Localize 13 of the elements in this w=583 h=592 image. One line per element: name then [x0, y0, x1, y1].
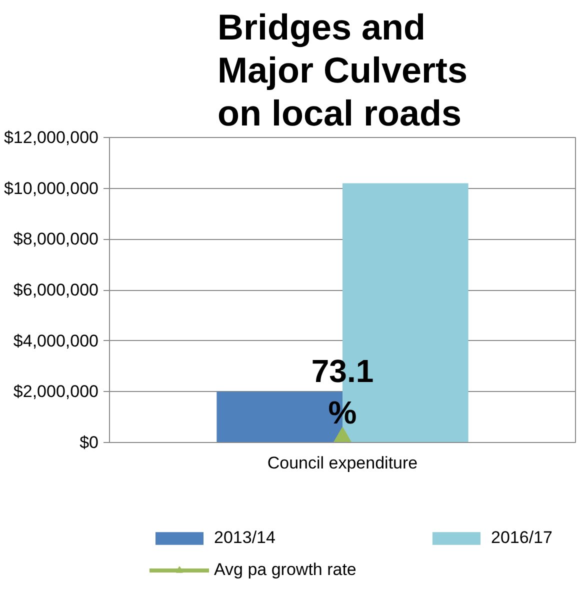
data-label: 73.1 %	[311, 353, 374, 430]
legend-label: 2016/17	[491, 528, 554, 548]
y-tick-label: $12,000,000	[4, 128, 99, 147]
chart-title: Bridges and Major Culverts on local roads	[217, 6, 468, 134]
y-tick-label: $0	[80, 433, 99, 452]
y-tick-label: $6,000,000	[13, 280, 99, 300]
y-tick-label: $2,000,000	[13, 382, 99, 402]
legend-label: 2013/14	[214, 528, 276, 548]
y-tick-label: $4,000,000	[13, 331, 99, 350]
x-tick-label: Council expenditure	[267, 454, 418, 472]
legend-label: Avg pa growth rate	[214, 560, 358, 580]
y-tick-label: $8,000,000	[13, 230, 99, 249]
y-tick-label: $10,000,000	[4, 178, 99, 198]
